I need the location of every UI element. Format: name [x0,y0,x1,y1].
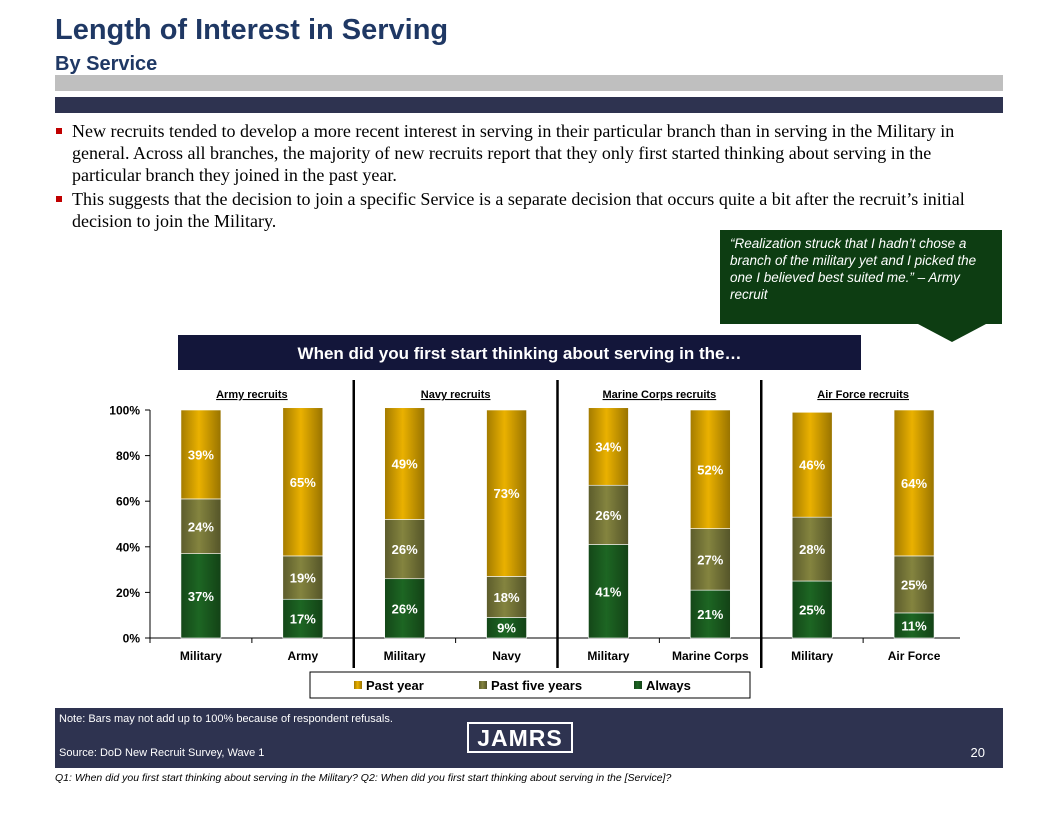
y-tick-label: 100% [109,404,140,418]
bar-segment-past-five-years [384,519,425,580]
bullet-item: This suggests that the decision to join … [55,188,985,232]
bar-value-label: 11% [901,618,927,633]
bar-segment-always [791,580,833,639]
bar-value-label: 21% [697,607,723,622]
bar-segment-always [588,544,629,639]
bar-value-label: 39% [188,447,214,462]
page-number: 20 [970,745,985,760]
bar-value-label: 26% [595,508,621,523]
bar-segment-past-year [690,409,731,529]
bar-value-label: 27% [697,552,723,567]
bullet-text: New recruits tended to develop a more re… [72,121,955,185]
bar-value-label: 64% [901,476,927,491]
bar-segment-past-year [893,409,935,557]
bullet-text: This suggests that the decision to join … [72,189,965,231]
x-category-label: Army [287,649,318,663]
x-category-label: Military [791,649,833,663]
title-divider-light [55,75,1003,91]
x-category-label: Navy [492,649,521,663]
bar-segment-past-five-years [588,484,629,545]
chart-question-banner: When did you first start thinking about … [178,335,861,370]
chart-legend [309,671,751,699]
bar-segment-past-year [588,407,629,486]
bar-segment-past-five-years [690,528,731,591]
x-category-label: Air Force [888,649,941,663]
bar-value-label: 9% [497,621,516,636]
bar-segment-past-year [180,409,222,500]
bar-value-label: 46% [799,458,825,473]
bar-segment-past-five-years [893,555,935,614]
bar-value-label: 26% [392,601,418,616]
bar-segment-past-year [791,411,833,518]
bar-segment-past-year [486,409,527,577]
callout-pointer [918,324,986,342]
bar-value-label: 73% [494,486,520,501]
bar-segment-past-five-years [282,555,324,600]
footer-bar: Note: Bars may not add up to 100% becaus… [55,708,1003,768]
jamrs-logo: JAMRS [467,722,573,753]
footer-note: Note: Bars may not add up to 100% becaus… [59,713,393,725]
legend-label: Past year [366,678,424,693]
bar-segment-past-five-years [486,576,527,618]
bar-value-label: 25% [799,603,825,618]
group-label: Navy recruits [421,389,491,401]
y-tick-label: 60% [116,495,140,509]
bar-segment-past-year [282,407,324,557]
y-tick-label: 40% [116,540,140,554]
bullet-item: New recruits tended to develop a more re… [55,120,985,186]
bar-value-label: 24% [188,519,214,534]
bar-value-label: 25% [901,577,927,592]
bar-value-label: 26% [392,542,418,557]
y-tick-label: 80% [116,449,140,463]
x-category-label: Military [180,649,222,663]
footer-source: Source: DoD New Recruit Survey, Wave 1 [59,747,265,759]
legend-swatch [479,681,487,689]
legend-label: Past five years [491,678,582,693]
bar-value-label: 34% [595,439,621,454]
bar-value-label: 37% [188,589,214,604]
bar-value-label: 18% [494,590,520,605]
stacked-bar-chart: 0% 20% 40% 60% 80% 100% 37% 24% 39% Military 17% 19… [109,380,960,699]
page-title: Length of Interest in Serving [55,14,449,46]
bar-value-label: 52% [697,462,723,477]
bar-segment-past-five-years [791,516,833,582]
bar-value-label: 49% [392,457,418,472]
bullet-marker [56,128,62,134]
title-divider-dark [55,97,1003,113]
bar-value-label: 28% [799,542,825,557]
bar-value-label: 41% [595,584,621,599]
bar-segment-always [180,553,222,639]
bar-value-label: 65% [290,475,316,490]
y-tick-label: 20% [116,586,140,600]
bullet-marker [56,196,62,202]
page-subtitle: By Service [55,53,158,75]
bullet-list: New recruits tended to develop a more re… [55,120,985,234]
legend-swatch [354,681,362,689]
bar-segment-past-year [384,407,425,520]
x-category-label: Marine Corps [672,649,749,663]
group-label: Air Force recruits [817,389,909,401]
group-label: Marine Corps recruits [603,389,717,401]
group-label: Army recruits [216,389,288,401]
x-category-label: Military [384,649,426,663]
quote-callout: “Realization struck that I hadn’t chose … [719,229,1003,325]
bar-value-label: 19% [290,571,316,586]
bar-segment-always [282,598,324,639]
legend-label: Always [646,678,691,693]
legend-swatch [634,681,642,689]
question-footnote: Q1: When did you first start thinking ab… [55,772,672,784]
y-tick-label: 0% [123,632,141,646]
x-category-label: Military [587,649,629,663]
bar-value-label: 17% [290,612,316,627]
bar-segment-past-five-years [180,498,222,554]
